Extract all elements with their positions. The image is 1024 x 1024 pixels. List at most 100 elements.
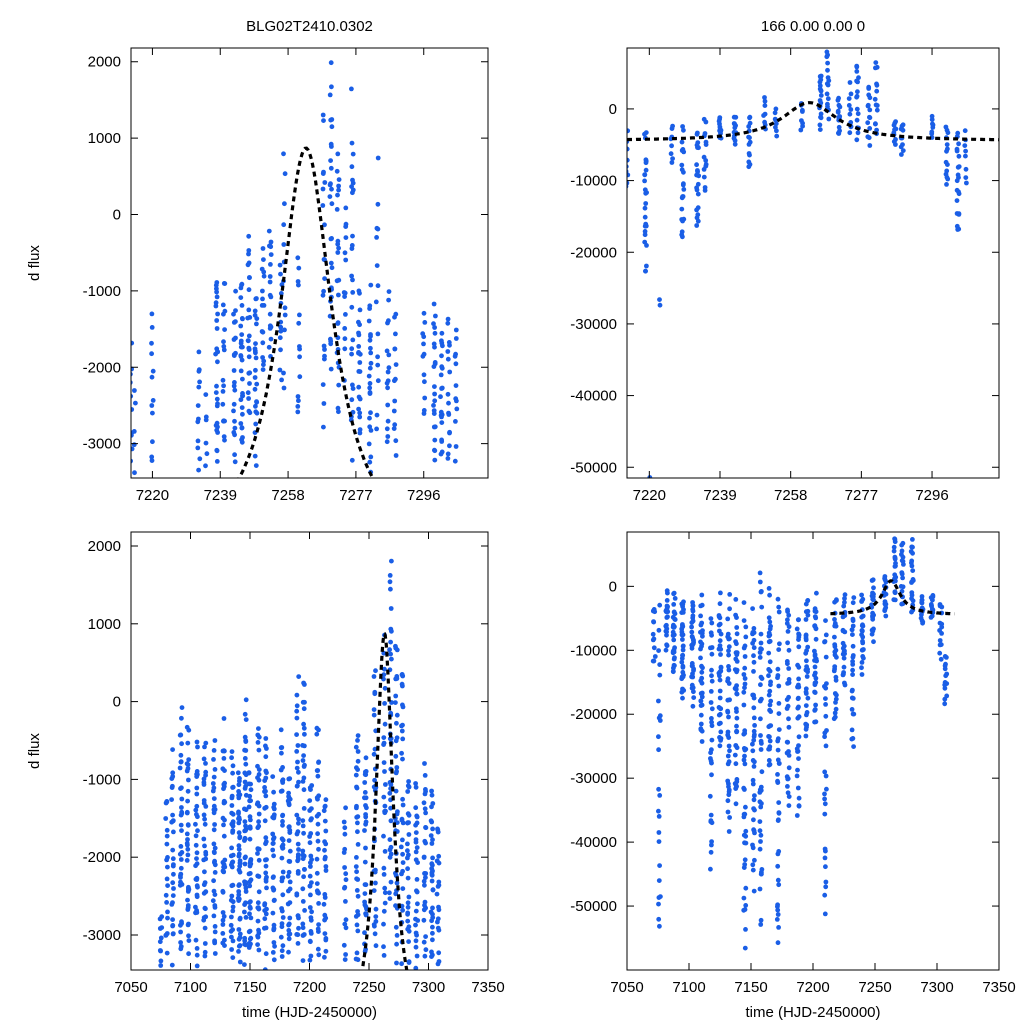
data-point [822,769,828,775]
data-point [776,609,782,615]
data-point [343,952,348,957]
data-point [329,144,334,149]
data-point [196,384,202,390]
data-point [235,770,241,776]
data-point [871,626,876,632]
data-point [956,212,962,217]
data-point [350,233,355,239]
data-point [725,798,731,804]
data-point [956,164,962,170]
data-point [342,957,348,962]
data-point [944,693,950,699]
data-point [382,885,388,891]
data-point [742,753,747,759]
data-point [732,752,738,758]
data-point [335,320,341,326]
data-point [859,647,865,653]
data-point [382,685,388,691]
data-point [297,374,303,380]
data-point [849,695,855,701]
data-point [321,343,327,349]
data-point [679,139,685,145]
data-point [242,828,248,834]
data-point [362,930,367,936]
data-point [785,681,790,686]
data-point [308,953,314,959]
data-point [812,664,818,670]
data-point [211,913,217,919]
data-point [184,840,190,846]
data-point [963,148,968,154]
data-point [421,800,427,806]
data-point [202,905,208,911]
data-point [813,636,819,642]
data-point [699,739,705,744]
data-point [236,889,242,894]
data-point [362,891,368,896]
data-point [733,597,739,602]
data-point [367,385,373,391]
data-point [430,887,436,893]
data-point [178,944,184,949]
data-point [263,754,269,760]
x-tick-label: 7239 [204,487,237,504]
data-point [826,116,832,122]
data-point [350,180,356,186]
data-point [202,843,207,849]
data-point [212,940,218,946]
data-point [255,934,261,940]
data-point [287,886,293,892]
data-point [263,743,268,749]
data-point [212,903,218,908]
data-point [309,806,314,811]
data-point [185,766,191,771]
data-point [300,743,305,748]
data-point [322,839,327,845]
data-point [194,785,200,791]
data-point [230,955,236,960]
data-point [709,737,715,743]
data-point [315,889,321,895]
data-point [220,922,226,927]
data-point [759,741,764,746]
data-point [342,336,348,342]
data-point [937,620,943,626]
data-point [212,929,218,935]
data-point [336,277,342,283]
data-point [240,391,245,396]
data-point [371,712,377,718]
data-point [718,590,723,596]
data-point [750,777,756,783]
data-point [421,907,427,913]
data-point [389,656,394,662]
data-point [854,117,860,123]
data-point [794,773,800,779]
data-point [381,735,387,740]
data-point [773,124,778,130]
y-tick-label: -40000 [570,388,617,405]
data-point [798,127,804,133]
data-point [328,181,333,187]
data-point [937,650,943,656]
data-point [270,910,276,916]
data-point [271,887,276,893]
data-point [699,669,705,675]
data-point [759,769,765,775]
data-point [381,794,387,800]
data-point [436,882,442,888]
data-point [382,890,388,896]
data-point [236,898,242,903]
y-axis-title: d flux [26,245,43,281]
data-point [229,755,235,761]
data-point [321,169,326,175]
data-point [846,96,852,101]
data-point [874,88,880,94]
data-point [727,592,733,597]
data-point [421,939,427,945]
data-point [280,915,286,920]
data-point [817,83,823,89]
data-point [329,265,335,271]
data-point [170,863,176,869]
data-point [751,728,757,734]
data-point [681,688,687,693]
